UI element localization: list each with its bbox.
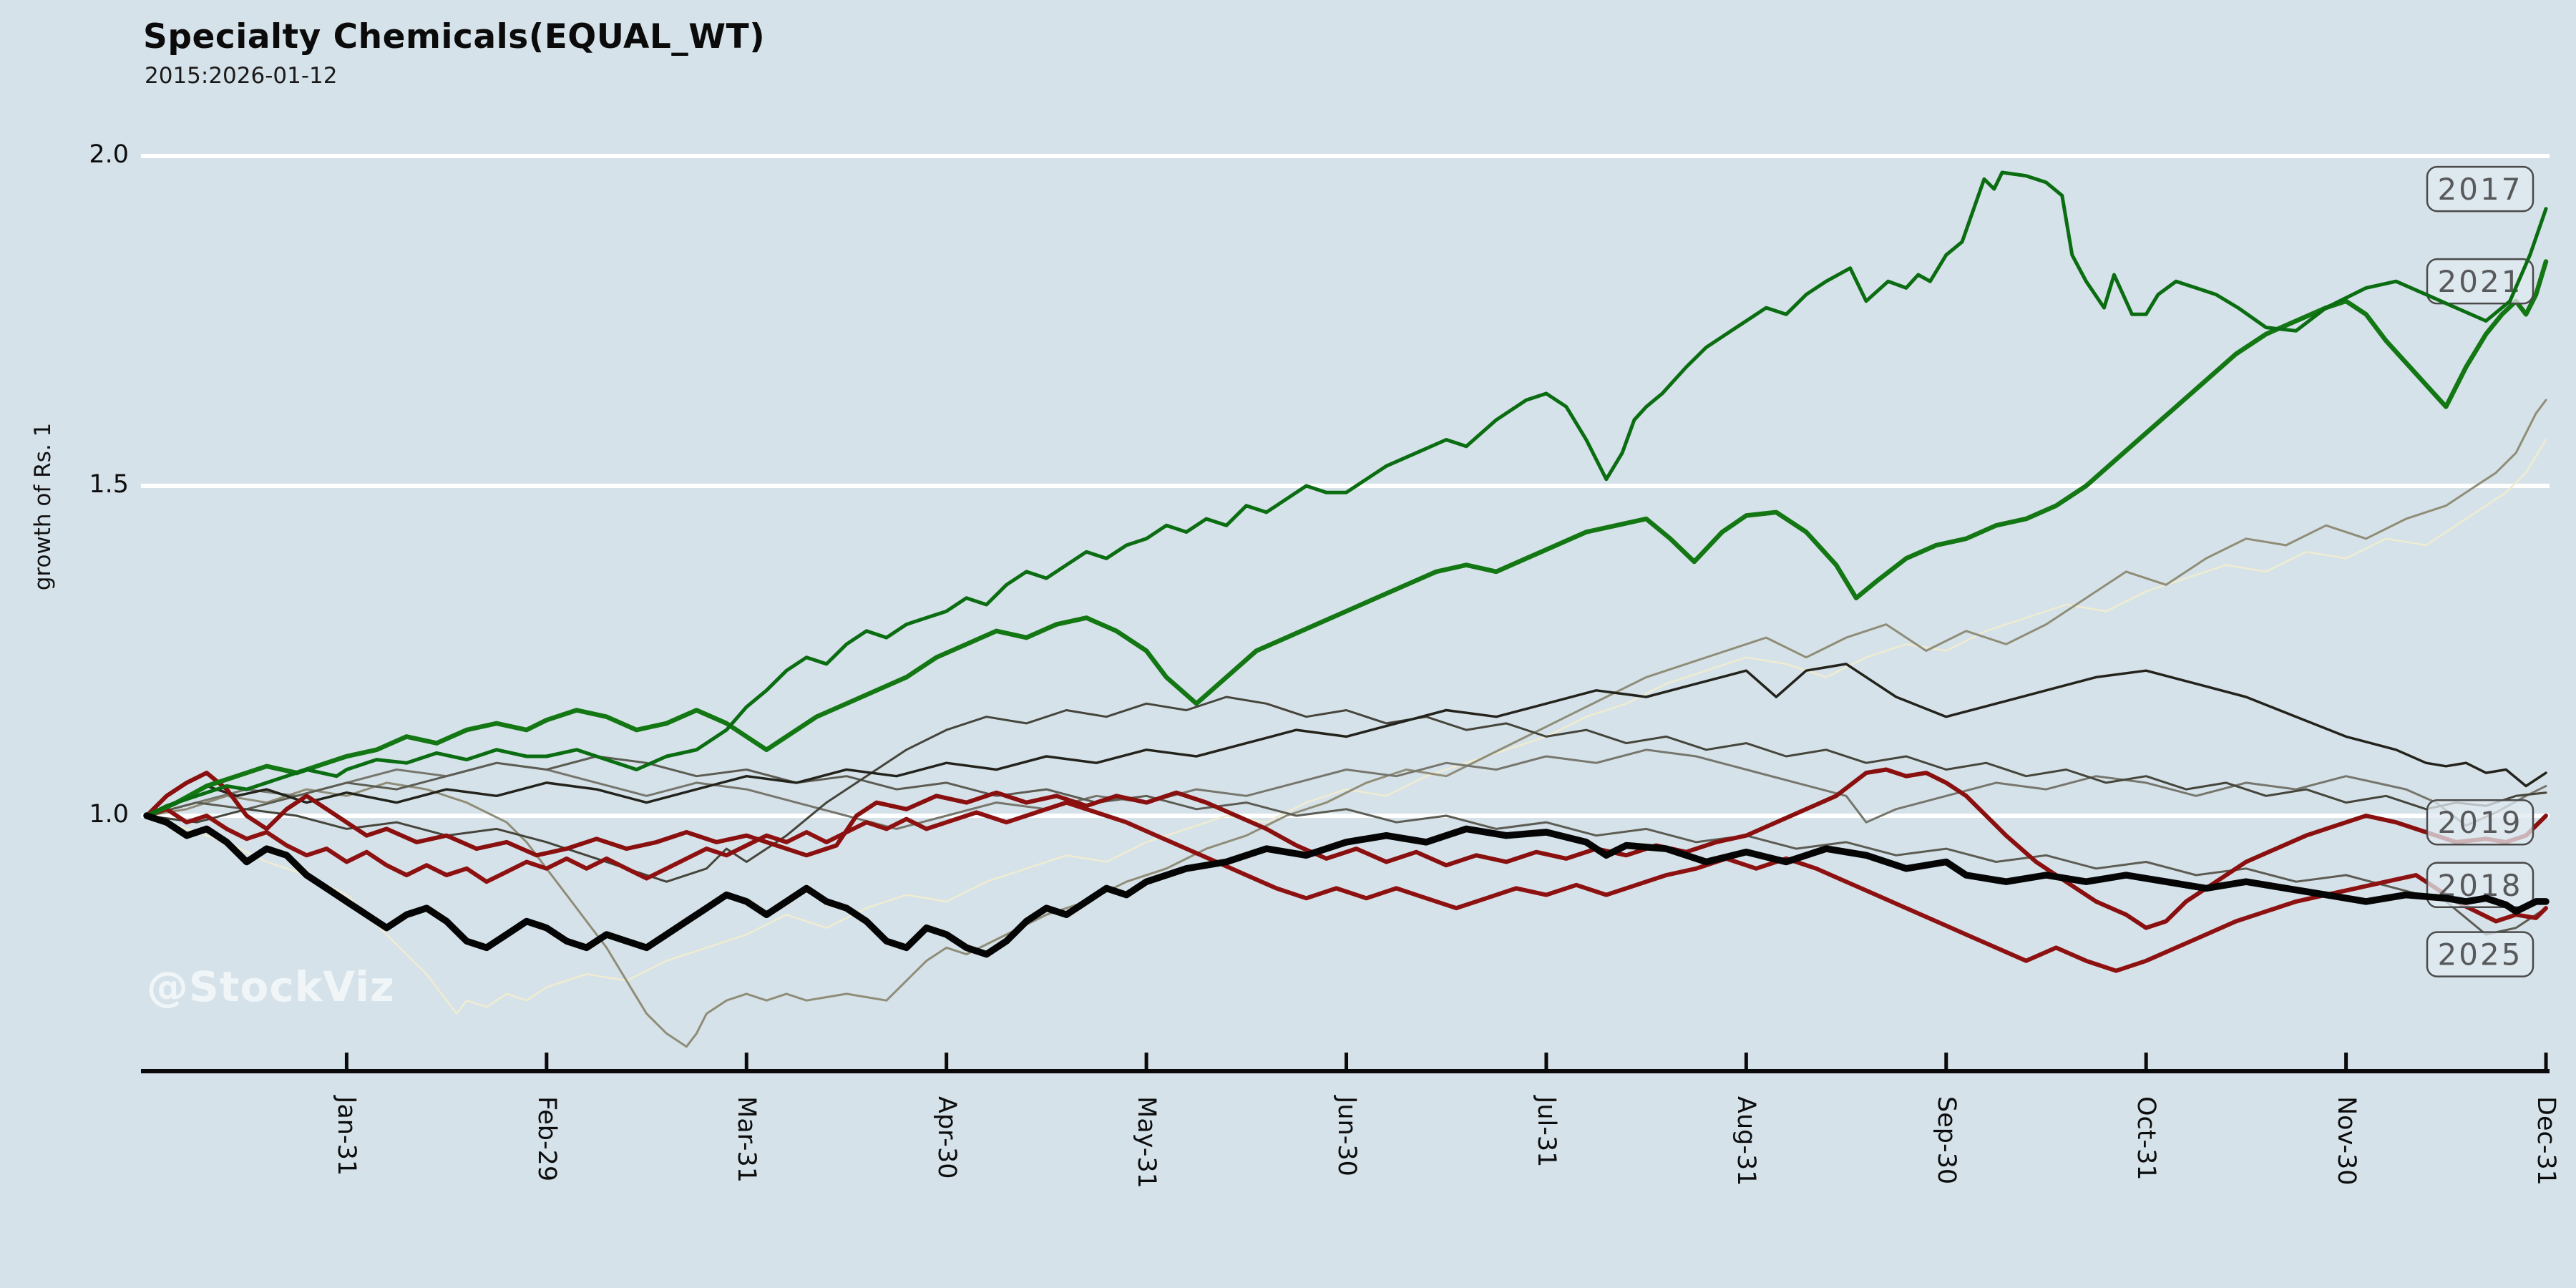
- year-label-box: [2426, 799, 2534, 846]
- x-tick-label-Mar-31: Mar-31: [732, 1096, 761, 1183]
- year-label-box: [2426, 258, 2534, 305]
- chart-subtitle: 2015:2026-01-12: [145, 63, 338, 89]
- page-title: Specialty Chemicals(EQUAL_WT): [143, 17, 766, 57]
- year-label-text: 2021: [2438, 264, 2523, 299]
- series-line-2024: [145, 663, 2547, 817]
- x-tick-label-Jan-31: Jan-31: [332, 1096, 361, 1176]
- y-tick-label-1.5: 1.5: [89, 470, 129, 499]
- x-tick-label-Nov-30: Nov-30: [2331, 1096, 2361, 1186]
- y-tick-label-2.0: 2.0: [89, 140, 129, 169]
- x-tick-label-Jun-30: Jun-30: [1332, 1096, 1361, 1176]
- year-label-2021: 2021: [2426, 258, 2534, 305]
- series-line-2021: [144, 259, 2549, 819]
- x-tick-label-Apr-30: Apr-30: [932, 1096, 961, 1179]
- year-label-2025: 2025: [2426, 931, 2534, 977]
- series-line-2017: [145, 170, 2548, 818]
- year-label-text: 2025: [2438, 937, 2523, 972]
- stockviz-watermark: @StockViz: [147, 962, 395, 1011]
- series-line-2025: [143, 812, 2550, 958]
- year-label-text: 2017: [2438, 172, 2523, 207]
- x-tick-label-Oct-31: Oct-31: [2132, 1096, 2161, 1181]
- x-tick-label-Feb-29: Feb-29: [532, 1096, 561, 1182]
- series-line-2022: [145, 755, 2547, 936]
- year-label-text: 2019: [2438, 805, 2523, 840]
- x-tick-label-Dec-31: Dec-31: [2532, 1096, 2561, 1186]
- series-line-2019: [145, 767, 2548, 930]
- year-label-2019: 2019: [2426, 799, 2534, 846]
- year-label-box: [2426, 931, 2534, 977]
- series-line-2020: [145, 399, 2547, 1048]
- x-tick-label-Sep-30: Sep-30: [1931, 1096, 1961, 1185]
- series-line-2015: [145, 748, 2547, 830]
- x-tick-label-May-31: May-31: [1132, 1096, 1161, 1189]
- year-label-2017: 2017: [2426, 165, 2534, 213]
- x-tick-label-Jul-31: Jul-31: [1531, 1096, 1561, 1168]
- x-tick-label-Aug-31: Aug-31: [1732, 1096, 1761, 1186]
- year-label-box: [2426, 165, 2534, 213]
- y-tick-label-1.0: 1.0: [89, 800, 129, 829]
- series-line-2018: [145, 800, 2548, 973]
- y-axis-label: growth of Rs. 1: [30, 422, 56, 591]
